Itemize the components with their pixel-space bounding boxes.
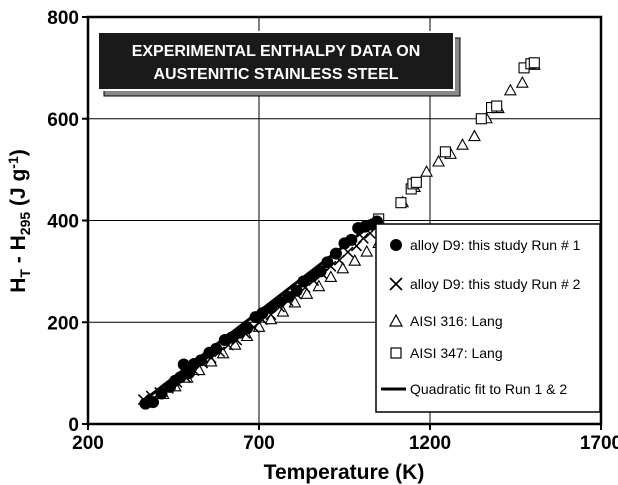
data-point-run1: [329, 247, 342, 260]
x-tick-label: 700: [243, 433, 275, 454]
data-point-run1: [290, 284, 303, 297]
data-point-aisi316: [515, 75, 529, 88]
data-point-run1: [194, 354, 207, 367]
data-point-run1: [321, 256, 334, 269]
data-point-aisi347: [410, 176, 422, 188]
legend-label-aisi316: AISI 316: Lang: [410, 313, 503, 329]
x-tick-labels: 200 700 1200 1700: [72, 433, 618, 454]
legend-item-aisi316: AISI 316: Lang: [388, 313, 503, 329]
y-axis-title-sub1: T: [17, 269, 33, 278]
legend-box: [375, 223, 601, 413]
y-axis-title-unit: (J g: [7, 169, 30, 212]
data-point-run1: [264, 302, 277, 315]
data-point-aisi316: [336, 261, 350, 274]
x-tick-label: 200: [72, 433, 104, 454]
data-point-aisi316: [456, 138, 469, 150]
data-point-run1: [182, 367, 195, 380]
y-tick-label: 0: [68, 415, 79, 436]
chart-title-line-2: AUSTENITIC STAINLESS STEEL: [153, 66, 398, 83]
data-point-aisi316: [264, 312, 278, 325]
data-point-run1: [314, 265, 327, 278]
series-filled-circle: [139, 215, 383, 410]
legend-item-run2: alloy D9: this study Run # 2: [389, 276, 581, 292]
legend-item-fit: Quadratic fit to Run 1 & 2: [381, 381, 567, 397]
data-point-aisi316: [312, 279, 326, 292]
title-box: EXPERIMENTAL ENTHALPY DATA ON AUSTENITIC…: [97, 31, 461, 97]
legend-item-run1: alloy D9: this study Run # 1: [390, 237, 581, 253]
data-point-aisi316: [432, 154, 445, 167]
y-tick-label: 800: [47, 8, 79, 29]
data-point-run1: [345, 233, 358, 246]
data-point-aisi316: [348, 254, 362, 266]
legend-marker-x: [389, 277, 403, 291]
data-point-run1: [282, 290, 295, 303]
data-point-aisi316: [503, 83, 517, 96]
data-point-aisi347: [528, 57, 540, 69]
data-layer: [137, 57, 541, 410]
legend-marker-square: [390, 347, 402, 359]
data-point-aisi316: [360, 244, 374, 257]
data-point-aisi347: [395, 197, 407, 209]
data-point-aisi316: [300, 287, 314, 299]
data-point-aisi316: [468, 129, 481, 142]
data-point-aisi316: [324, 270, 338, 283]
legend-marker-triangle: [388, 313, 404, 327]
x-tick-label: 1200: [409, 433, 451, 454]
y-tick-label: 600: [47, 110, 79, 131]
data-point-aisi347: [439, 146, 451, 158]
data-point-run1: [155, 387, 168, 400]
legend-label-run2: alloy D9: this study Run # 2: [410, 276, 581, 292]
y-tick-labels: 0 200 400 600 800: [47, 8, 79, 436]
legend-label-fit: Quadratic fit to Run 1 & 2: [410, 381, 567, 397]
y-axis-title-end: ): [7, 149, 30, 156]
data-point-run1: [241, 322, 254, 335]
chart-title-line-1: EXPERIMENTAL ENTHALPY DATA ON: [132, 43, 421, 60]
y-axis-title-main: H: [7, 278, 30, 293]
y-axis-title-mid: - H: [7, 235, 30, 269]
series-open-square: [373, 57, 540, 225]
data-point-run1: [210, 342, 223, 355]
y-tick-label: 400: [47, 212, 79, 233]
legend: alloy D9: this study Run # 1 alloy D9: t…: [375, 223, 601, 413]
title-box-background: [97, 31, 455, 91]
data-point-run1: [146, 396, 159, 409]
legend-marker-filled-circle: [390, 239, 402, 251]
legend-item-aisi347: AISI 347: Lang: [390, 345, 503, 361]
y-axis-title-sub2: 295: [17, 212, 33, 236]
y-axis-title-sup: -1: [5, 156, 21, 169]
data-point-run1: [177, 358, 190, 371]
x-tick-label: 1700: [580, 433, 618, 454]
data-point-aisi316: [420, 165, 434, 177]
y-axis-title: HT - H295 (J g-1): [5, 149, 33, 293]
legend-label-aisi347: AISI 347: Lang: [410, 345, 503, 361]
x-axis-title: Temperature (K): [264, 461, 425, 484]
legend-label-run1: alloy D9: this study Run # 1: [410, 237, 581, 253]
data-point-aisi347: [491, 100, 503, 112]
y-tick-label: 200: [47, 313, 79, 334]
data-point-aisi347: [475, 113, 487, 125]
axis-ticks: [82, 16, 602, 430]
